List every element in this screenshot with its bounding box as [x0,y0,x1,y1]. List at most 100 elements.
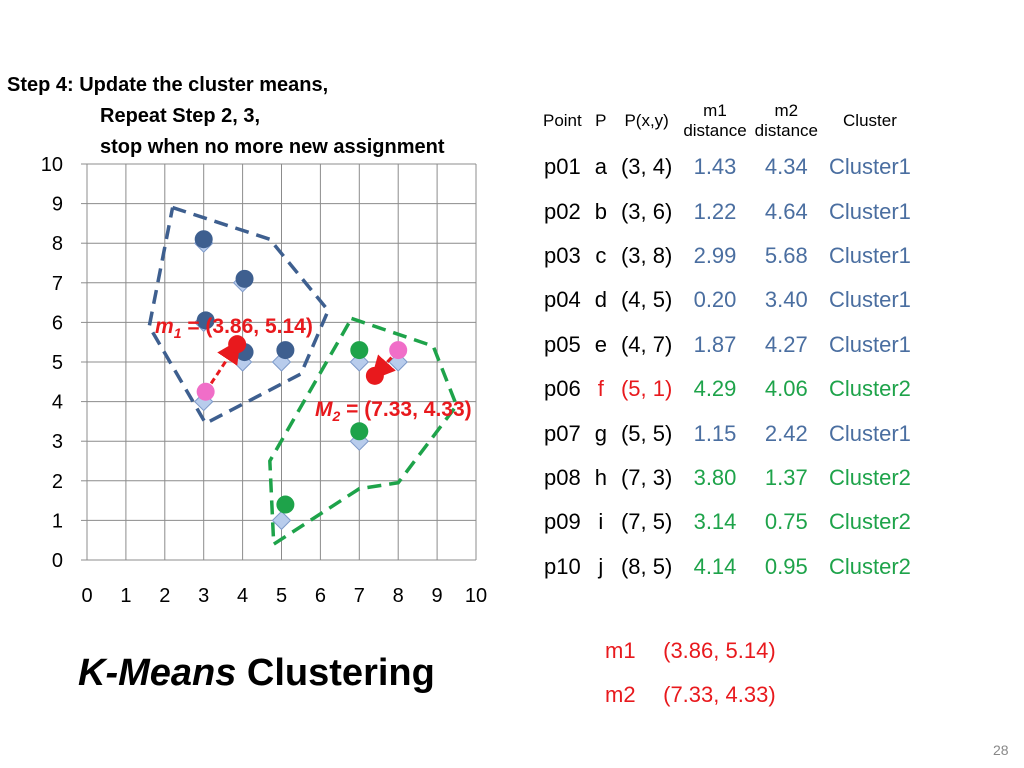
x-tick-label: 2 [159,585,170,607]
cell-p: i [598,509,604,535]
y-tick-label: 8 [52,233,63,255]
cell-id: p01 [544,154,581,180]
heading-line-1: Step 4: Update the cluster means, [7,74,329,96]
slide-title-rest: Clustering [236,652,435,694]
cell-cluster: Cluster2 [828,464,911,490]
means-summary: m1 (3.86, 5.14) m2 (7.33, 4.33) [605,638,776,726]
cell-xy: (3, 8) [620,242,673,268]
cell-cluster: Cluster2 [828,509,911,535]
cell-p: h [594,464,607,490]
page-number: 28 [993,742,1009,758]
y-tick-label: 5 [52,352,63,374]
mean-m2-value: (7.33, 4.33) [663,682,776,707]
cell-id: p05 [544,331,581,357]
cluster1-point [276,341,295,360]
heading-line-2: Repeat Step 2, 3, [100,105,261,127]
cluster1-point [194,230,213,249]
x-tick-label: 9 [432,585,443,607]
cell-d2: 4.06 [764,376,808,402]
cell-d1: 4.29 [693,376,737,402]
cell-id: p06 [544,376,581,402]
mean-label-2: M2 = (7.33, 4.33) [315,398,472,424]
cell-id: p10 [544,553,581,579]
y-tick-label: 2 [52,471,63,493]
mean-m1-value: (3.86, 5.14) [663,638,776,663]
cell-cluster: Cluster1 [828,420,911,446]
cell-xy: (7, 3) [620,464,673,490]
x-tick-label: 3 [198,585,209,607]
mean-m2-label: m2 [605,682,636,707]
cell-p: f [597,376,604,402]
cell-p: e [594,331,607,357]
y-tick-label: 7 [52,273,63,295]
cell-p: a [594,154,607,180]
y-tick-label: 1 [52,510,63,532]
cell-id: p03 [544,242,581,268]
cell-cluster: Cluster1 [828,198,911,224]
slide-title: K-Means Clustering [78,652,435,695]
cell-cluster: Cluster2 [828,376,911,402]
x-tick-label: 5 [276,585,287,607]
cell-id: p07 [544,420,581,446]
table-header-2: P(x,y) [624,111,669,130]
cell-cluster: Cluster1 [828,154,911,180]
mean-m2-row: m2 (7.33, 4.33) [605,682,776,726]
step-heading: Step 4: Update the cluster means, Repeat… [7,70,445,163]
cell-cluster: Cluster1 [828,331,911,357]
y-tick-label: 0 [52,550,63,572]
y-tick-label: 6 [52,312,63,334]
table-row: p05 e (4, 7) 1.87 4.27 Cluster1 [537,323,918,367]
mean-label-main: m [155,315,174,338]
x-tick-label: 0 [81,585,92,607]
table-header-row: Point P P(x,y) m1 distance m2 distance Cluster [537,97,918,145]
cluster2-point [350,422,369,441]
slide-title-italic: K-Means [78,652,237,694]
table-header-3: m1 distance [683,101,747,140]
table-header-5: Cluster [843,111,897,130]
cell-d1: 2.99 [693,242,737,268]
table-row: p08 h (7, 3) 3.80 1.37 Cluster2 [537,456,918,500]
mean-label-value: = (3.86, 5.14) [181,315,312,338]
cell-xy: (3, 6) [620,198,673,224]
cell-id: p08 [544,464,581,490]
cell-id: p04 [544,287,581,313]
table-row: p02 b (3, 6) 1.22 4.64 Cluster1 [537,189,918,233]
y-tick-label: 9 [52,194,63,216]
cell-cluster: Cluster2 [828,553,911,579]
cell-p: c [595,242,607,268]
table-header-0: Point [542,111,582,130]
cell-d1: 3.80 [693,464,737,490]
table-header-4: m2 distance [754,101,818,140]
cell-id: p02 [544,198,581,224]
cell-d2: 4.64 [764,198,808,224]
data-point-diamond [271,510,292,531]
cell-d2: 2.42 [764,420,808,446]
old-mean-point [389,341,408,360]
cluster1-point [196,311,215,330]
cell-xy: (7, 5) [620,509,673,535]
cell-p: d [594,287,607,313]
mean-label-1: m1 = (3.86, 5.14) [155,315,313,341]
cell-p: g [594,420,607,446]
x-tick-label: 1 [120,585,131,607]
cell-p: j [598,553,604,579]
x-tick-label: 6 [315,585,326,607]
cell-xy: (3, 4) [620,154,673,180]
new-mean-point [365,366,384,385]
cell-id: p09 [544,509,581,535]
cell-d2: 5.68 [764,242,808,268]
table-row: p04 d (4, 5) 0.20 3.40 Cluster1 [537,278,918,322]
cell-d1: 3.14 [693,509,737,535]
cluster1-point [235,269,254,288]
table-row: p01 a (3, 4) 1.43 4.34 Cluster1 [537,145,918,189]
mean-label-main: M [315,398,333,421]
y-tick-label: 3 [52,431,63,453]
cell-d2: 3.40 [764,287,808,313]
mean-label-sub: 2 [332,408,341,424]
cell-d2: 0.95 [764,553,808,579]
x-tick-label: 8 [393,585,404,607]
cell-d2: 4.27 [764,331,808,357]
table-row: p03 c (3, 8) 2.99 5.68 Cluster1 [537,234,918,278]
cell-d2: 0.75 [764,509,808,535]
cluster2-boundary [268,316,459,548]
